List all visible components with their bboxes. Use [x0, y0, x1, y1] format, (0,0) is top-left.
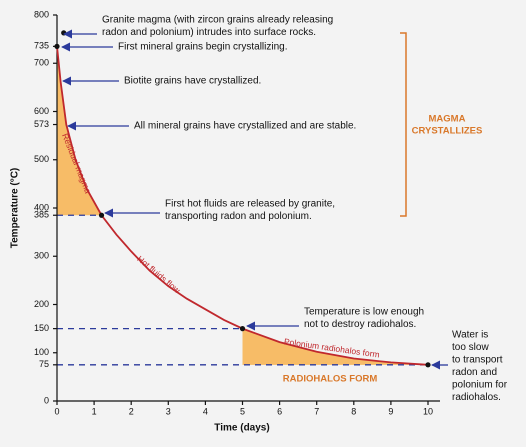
annotation: Granite magma (with zircon grains alread…	[102, 15, 333, 26]
shaded-region	[57, 46, 102, 216]
x-tick-label: 4	[203, 406, 208, 416]
y-tick-label: 200	[34, 299, 49, 309]
annotation: too slow	[452, 342, 489, 353]
bracket	[400, 32, 407, 217]
annotation: not to destroy radiohalos.	[304, 319, 416, 330]
cooling-curve	[56, 46, 429, 366]
y-axis-label: Temperature (°C)	[10, 168, 21, 249]
annotation: All mineral grains have crystallized and…	[134, 121, 356, 132]
x-tick-label: 8	[351, 406, 356, 416]
point	[98, 212, 105, 218]
annotation: radon and	[452, 367, 497, 378]
y-tick-label: 100	[34, 347, 49, 357]
point	[54, 43, 60, 49]
x-tick-label: 7	[314, 406, 319, 416]
annotation: polonium for	[452, 380, 508, 391]
point	[239, 326, 246, 332]
annotation: radon and polonium) intrudes into surfac…	[102, 27, 316, 38]
y-tick-label: 600	[34, 106, 49, 116]
annotation: transporting radon and polonium.	[165, 211, 312, 222]
x-tick-label: 1	[92, 406, 97, 416]
annotation: First hot fluids are released by granite…	[165, 199, 335, 210]
y-tick-label: 300	[34, 251, 49, 261]
y-tick-label: 500	[34, 154, 49, 164]
phase-label: CRYSTALLIZES	[412, 126, 483, 137]
phase-label: RADIOHALOS FORM	[283, 374, 378, 385]
annotation: radiohalos.	[452, 392, 501, 403]
annotation: to transport	[452, 355, 503, 366]
point	[425, 362, 431, 368]
x-tick-label: 9	[388, 406, 393, 416]
phase-label: MAGMA	[429, 114, 466, 125]
annotation: Biotite grains have crystallized.	[124, 76, 261, 87]
y-tick-label: 700	[34, 58, 49, 68]
annotation: Water is	[452, 330, 488, 341]
x-tick-label: 2	[129, 406, 134, 416]
x-tick-label: 5	[240, 406, 245, 416]
point	[61, 30, 67, 36]
y-tick-label: 800	[34, 9, 49, 19]
curve-label: Hot fluids flow	[135, 254, 183, 296]
y-tick-label: 0	[44, 395, 49, 405]
shaded-region	[242, 328, 428, 365]
annotation: Temperature is low enough	[304, 307, 424, 318]
x-axis-label: Time (days)	[214, 423, 269, 434]
y-tick-label: 735	[34, 41, 49, 51]
y-tick-label: 150	[34, 323, 49, 333]
y-tick-label: 400	[34, 202, 49, 212]
x-tick-label: 6	[277, 406, 282, 416]
y-tick-label: 75	[39, 359, 49, 369]
x-tick-label: 10	[423, 406, 433, 416]
x-tick-label: 0	[54, 406, 59, 416]
y-tick-label: 385	[34, 210, 49, 220]
annotation: First mineral grains begin crystallizing…	[118, 42, 288, 53]
x-tick-label: 3	[166, 406, 171, 416]
y-tick-label: 573	[34, 119, 49, 129]
